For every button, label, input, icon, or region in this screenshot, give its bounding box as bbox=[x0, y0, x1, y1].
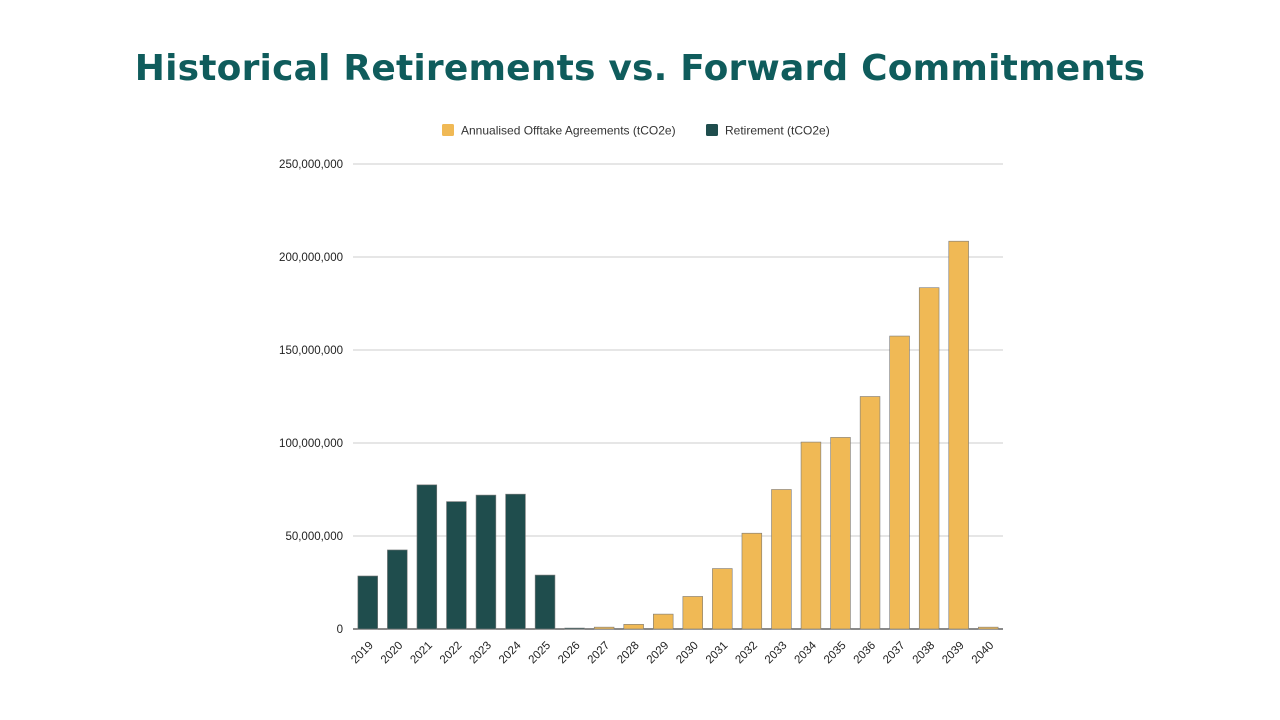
x-tick-label: 2033 bbox=[763, 640, 790, 667]
legend-swatch-series-1 bbox=[706, 124, 718, 136]
bar-2034-series-0 bbox=[800, 441, 822, 630]
bar-2031-series-0 bbox=[712, 568, 733, 630]
bar-2024-series-1 bbox=[505, 493, 526, 630]
y-tick-label: 0 bbox=[337, 624, 343, 636]
x-tick-label: 2027 bbox=[586, 640, 613, 667]
bar-2032-series-0 bbox=[741, 532, 763, 630]
legend-label-series-1: Retirement (tCO2e) bbox=[725, 124, 830, 138]
legend-swatch-series-0 bbox=[442, 124, 454, 136]
x-tick-label: 2021 bbox=[408, 640, 435, 667]
bar-2035-series-0 bbox=[830, 437, 851, 630]
y-tick-label: 200,000,000 bbox=[279, 252, 343, 264]
bar-2029-series-0 bbox=[653, 613, 674, 630]
bar-2036-series-0 bbox=[859, 396, 881, 630]
chart-title: Historical Retirements vs. Forward Commi… bbox=[134, 48, 1146, 89]
legend: Annualised Offtake Agreements (tCO2e) Ret… bbox=[442, 124, 830, 138]
x-tick-label: 2026 bbox=[556, 640, 583, 667]
x-tick-label: 2028 bbox=[615, 640, 642, 667]
x-tick-label: 2022 bbox=[438, 640, 465, 667]
x-tick-label: 2039 bbox=[940, 640, 967, 667]
bar-2025-series-1 bbox=[534, 574, 556, 630]
x-tick-label: 2025 bbox=[527, 640, 554, 667]
x-tick-label: 2038 bbox=[911, 640, 938, 667]
bar-2027-series-0 bbox=[593, 626, 615, 630]
x-tick-label: 2030 bbox=[674, 640, 701, 667]
bar-2023-series-1 bbox=[475, 494, 497, 630]
y-axis: 250,000,000 200,000,000 150,000,000 100,000… bbox=[279, 159, 343, 636]
legend-label-series-0: Annualised Offtake Agreements (tCO2e) bbox=[461, 124, 676, 138]
bar-2022-series-1 bbox=[446, 501, 467, 630]
x-tick-label: 2036 bbox=[852, 640, 879, 667]
x-tick-label: 2023 bbox=[467, 640, 494, 667]
x-tick-label: 2032 bbox=[733, 640, 760, 667]
x-tick-label: 2037 bbox=[881, 640, 908, 667]
bar-2020-series-1 bbox=[387, 549, 408, 630]
x-tick-label: 2034 bbox=[792, 639, 819, 666]
bar-2033-series-0 bbox=[771, 489, 792, 630]
y-tick-label: 250,000,000 bbox=[279, 159, 343, 171]
x-axis: 2019 2020 2021 2022 2023 2024 2025 2026 2027 2028… bbox=[349, 639, 996, 666]
x-tick-label: 2040 bbox=[970, 640, 997, 667]
x-tick-label: 2035 bbox=[822, 640, 849, 667]
bars bbox=[357, 240, 999, 630]
bar-2040-series-0 bbox=[978, 626, 999, 630]
bar-2021-series-1 bbox=[416, 484, 438, 630]
bar-2019-series-1 bbox=[357, 575, 378, 630]
bar-2037-series-0 bbox=[889, 335, 910, 630]
bar-2038-series-0 bbox=[918, 287, 940, 630]
x-tick-label: 2020 bbox=[379, 640, 406, 667]
y-tick-label: 100,000,000 bbox=[279, 438, 343, 450]
x-tick-label: 2031 bbox=[704, 640, 731, 667]
y-tick-label: 50,000,000 bbox=[285, 531, 343, 543]
x-tick-label: 2024 bbox=[497, 639, 524, 666]
y-tick-label: 150,000,000 bbox=[279, 345, 343, 357]
x-tick-label: 2019 bbox=[349, 640, 376, 667]
bar-2028-series-0 bbox=[623, 624, 644, 630]
bar-2039-series-0 bbox=[948, 240, 969, 630]
x-tick-label: 2029 bbox=[645, 640, 672, 667]
bar-2026-series-1 bbox=[564, 627, 585, 630]
bar-2030-series-0 bbox=[682, 596, 703, 630]
